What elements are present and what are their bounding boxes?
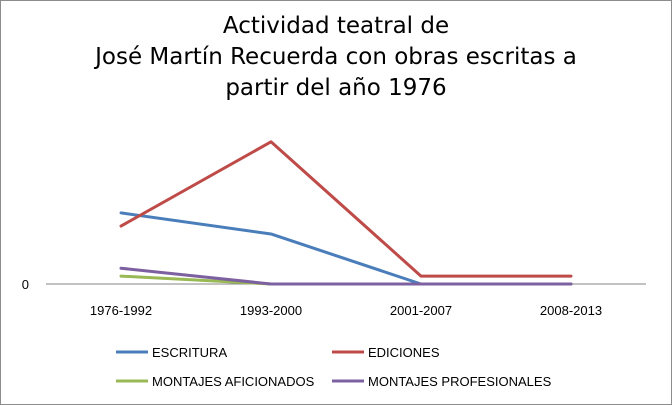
series-line-2 [119,140,573,278]
series-line-1 [119,211,573,286]
x-tick-label: 1993-2000 [240,303,302,318]
x-tick-label: 2001-2007 [390,303,452,318]
x-tick-label: 1976-1992 [90,303,152,318]
chart-title-line-1: Actividad teatral de [222,13,450,39]
y-tick-label: 0 [22,277,29,292]
chart-title: Actividad teatral de José Martín Recuerd… [1,11,671,104]
series-line-4 [119,266,573,286]
chart-title-line-3: partir del año 1976 [225,75,447,101]
legend-label: ESCRITURA [152,345,227,360]
legend-label: EDICIONES [368,345,440,360]
series-lines [119,140,573,286]
legend-label: MONTAJES PROFESIONALES [368,374,552,389]
legend: ESCRITURA EDICIONES MONTAJES AFICIONADOS MO… [116,345,552,389]
x-tick-label: 2008-2013 [540,303,602,318]
legend-label: MONTAJES AFICIONADOS [152,374,315,389]
x-axis-ticks: 1976-1992 1993-2000 2001-2007 2008-2013 [90,303,602,318]
y-axis-ticks: 0 [22,277,29,292]
chart-title-line-2: José Martín Recuerda con obras escritas … [95,44,577,70]
